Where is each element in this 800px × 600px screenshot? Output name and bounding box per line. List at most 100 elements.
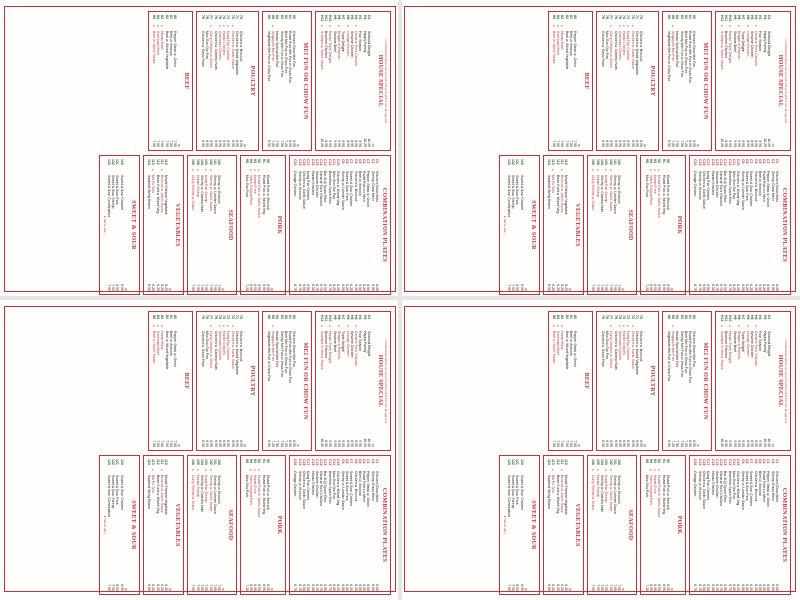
mei-fun-section: MEI FUN OR CHOW FUN Qt 60 Chicken Chow Me…: [662, 11, 713, 151]
menu-item-row: H2 Happy Family 10.25: [362, 15, 367, 147]
menu-item-row: 72 ● Chicken w. Garlic Sauce 6.95: [630, 15, 635, 147]
item-price: 6.50: [310, 584, 315, 591]
item-code: 92: [257, 459, 262, 463]
item-name: Hunan Beef: [160, 31, 165, 50]
item-name: Broccoli w. Garlic Sauce: [159, 475, 164, 513]
beef-title: BEEF: [183, 372, 190, 390]
item-price: 7.50: [569, 140, 574, 147]
item-name: Chicken w. Cashew Nuts: [213, 331, 218, 370]
item-price: 6.25: [749, 284, 754, 291]
item-name: General Tso's Chicken: [719, 171, 724, 206]
item-name: Shrimp w. Cashew Nuts: [600, 175, 605, 213]
sweet-sour-section: SWEET & SOUR Qt 120 Sweet & Sour Chicken 6…: [498, 455, 540, 595]
item-name: Seafood Delight: [767, 31, 771, 56]
item-price: 6.95: [519, 284, 524, 291]
menu-item-row: 93 ● Hunan Pork 6.95: [253, 459, 257, 591]
item-price: 6.25: [551, 284, 556, 291]
beef-header: Qt: [577, 143, 582, 147]
item-code: C8: [744, 159, 749, 164]
menu-item-row: 121 Sweet & Sour Pork 6.95: [515, 159, 519, 291]
vegetables-header: Qt: [568, 587, 573, 591]
menu-item-row: C11 Moo Goo Gai Pan 6.25: [332, 459, 336, 591]
item-price: 6.50: [370, 284, 375, 291]
item-name: Bourbon Chicken: [724, 31, 729, 58]
menu-item-row: C9 Shrimp w. Lobster Sauce 6.50: [740, 459, 745, 591]
item-price: 6.95: [613, 140, 618, 147]
sweet-sour-header: Qt: [123, 287, 128, 291]
menu-item-row: 111 ● Broccoli w. Garlic Sauce 6.25: [160, 159, 164, 291]
menu-item-row: H9 Sesame Beef 9.95: [732, 315, 737, 447]
item-name: Sweet & Sour Pork: [744, 471, 749, 501]
item-code: 120: [519, 159, 524, 165]
item-name: Beef w. Broccoli: [569, 31, 574, 56]
menu-item-row: 83 ● Hunan Beef 7.50: [160, 15, 165, 147]
item-code: H6: [345, 15, 350, 20]
item-code: C17: [306, 159, 311, 166]
item-name: Seafood Delight: [767, 331, 771, 356]
item-code: C5: [757, 459, 762, 464]
item-price: 6.50: [357, 284, 362, 291]
menu-item-row: C15 Sesame Chicken 6.75: [715, 159, 719, 291]
item-name: Triple Delight: [741, 331, 746, 352]
item-code: 101: [212, 159, 217, 165]
item-price: 6.50: [366, 284, 371, 291]
item-price: 7.50: [675, 440, 680, 447]
menu-item-row: 74 ● Hunan Chicken 6.95: [222, 15, 226, 147]
item-price: 6.75: [327, 584, 332, 591]
item-code: 91: [261, 159, 266, 163]
menu-item-row: 75 ● Szechuan Chicken 6.95: [618, 15, 622, 147]
menu-item-row: 94 ● Twice Cooked Pork 6.95: [649, 459, 653, 591]
item-name: Hunan Chicken: [310, 471, 315, 495]
item-code: H9: [732, 15, 737, 20]
item-price: 6.75: [727, 584, 732, 591]
item-name: Beef w. Broccoli: [357, 471, 362, 496]
item-code: H11: [724, 15, 729, 22]
menu-item-row: 74 ● Hunan Chicken 6.95: [622, 315, 626, 447]
item-code: 73: [226, 15, 231, 19]
item-code: 112: [155, 159, 160, 165]
menu-item-row: H4 ● General Tso's Chicken 8.95: [754, 15, 758, 147]
item-code: 66: [266, 315, 271, 319]
item-price: 6.25: [155, 284, 160, 291]
menu-item-row: C18 Chicken w. Garlic Sauce 6.50: [702, 159, 706, 291]
item-name: Mixed Chinese Vegetable: [164, 475, 169, 515]
item-code: 91: [661, 159, 666, 163]
item-code: 71: [235, 315, 240, 319]
menu-item-row: 94 ● Twice Cooked Pork 6.95: [649, 159, 653, 291]
item-name: Hunan Triple Delight: [328, 31, 333, 63]
menu-item-row: 104 Shrimp w. Cashew Nuts 7.95: [600, 159, 604, 291]
item-name: Boneless Spare Ribs: [727, 471, 732, 504]
menu-item-row: 90 Roast Pork w. Broccoli 6.95: [666, 459, 670, 591]
item-price: 9.95: [332, 440, 337, 447]
item-name: Singapore Mei Fun: [270, 331, 275, 361]
beef-title: BEEF: [583, 372, 590, 390]
item-name: Shrimp w. Broccoli: [697, 471, 702, 500]
item-name: Sauteed String Beans: [547, 175, 552, 210]
item-price: 7.50: [160, 440, 165, 447]
item-code: 74: [622, 15, 627, 19]
item-code: H7: [741, 15, 746, 20]
item-name: Chicken w. Broccoli: [639, 31, 644, 62]
house-special-header: Plt: [771, 143, 775, 147]
mei-fun-section: MEI FUN OR CHOW FUN Qt 60 Chicken Chow Me…: [262, 11, 313, 151]
item-name: House Special Mei Fun: [275, 31, 280, 68]
item-price: 6.95: [239, 140, 244, 147]
menu-item-row: 104 Shrimp w. Cashew Nuts 7.95: [200, 459, 204, 591]
item-code: 79: [200, 15, 205, 19]
item-code: C10: [736, 159, 741, 166]
item-code: H10: [728, 15, 733, 22]
item-code: H7: [741, 315, 746, 320]
menu-column-left: Combination plates are served with pork …: [145, 11, 391, 151]
menu-item-row: 74 ● Hunan Chicken 6.95: [622, 15, 626, 147]
item-code: 83: [560, 315, 565, 319]
item-name: Chicken w. Mixed Veg.: [336, 171, 341, 207]
menu-frame: Combination plates are served with pork …: [404, 6, 796, 295]
item-price: 8.95: [724, 440, 729, 447]
menu-item-row: 72 ● Chicken w. Garlic Sauce 6.95: [630, 315, 635, 447]
item-code: 83: [160, 315, 165, 319]
menu-item-row: 70 Chicken w. Broccoli 6.95: [239, 315, 243, 447]
item-code: 62: [683, 315, 688, 319]
item-code: H3: [758, 315, 763, 320]
item-name: Beef w. Garlic Sauce: [151, 31, 156, 64]
item-code: 65: [270, 15, 275, 19]
